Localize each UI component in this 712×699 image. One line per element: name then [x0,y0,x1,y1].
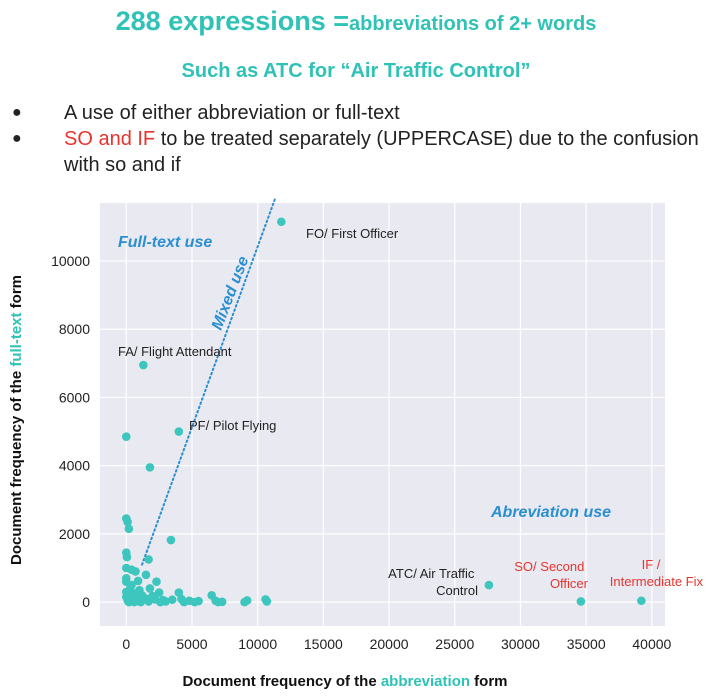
data-point [131,567,140,576]
annotation-if-line2: Intermediate Fix [610,574,704,589]
title-rest: abbreviations of 2+ words [349,13,597,35]
x-tick-label: 10000 [238,636,277,652]
x-tick-label: 40000 [632,636,671,652]
bullet-dot-icon: ● [12,130,22,147]
data-point [174,588,184,597]
data-point [141,570,151,580]
x-tick-label: 0 [122,636,130,652]
annotation-if-line1: IF / [642,557,661,572]
annotation-so-line2: Officer [550,576,589,591]
x-tick-label: 15000 [304,636,343,652]
x-axis-label: Document frequency of the abbreviation f… [182,673,507,690]
data-point [144,555,153,564]
annotation-fo: FO/ First Officer [306,226,399,241]
bullet-highlight: SO and IF [64,128,156,150]
data-points [121,217,646,607]
data-point [133,576,143,586]
data-point [167,595,177,605]
x-axis-label-highlight: abbreviation [381,673,470,690]
data-point [145,584,155,593]
data-point [152,577,161,586]
bullet-dot-icon: ● [12,104,22,121]
data-point [154,588,164,597]
annotation-atc-line2: Control [436,583,478,598]
data-point [166,535,176,545]
y-axis-label: Document frequency of the full-text form [8,275,25,565]
annotation-so: SO/ Second Officer [514,559,588,591]
x-tick-label: 25000 [435,636,474,652]
bullet-item: ● A use of either abbreviation or full-t… [12,100,702,126]
x-tick-label: 5000 [176,636,207,652]
data-point [576,597,586,606]
point-annotations: FO/ First Officer FA/ Flight Attendant P… [118,226,703,598]
annotation-so-line1: SO/ Second [514,559,584,574]
annotation-pf: PF/ Pilot Flying [189,418,276,433]
x-tick-label: 30000 [501,636,540,652]
data-point [179,597,189,607]
y-axis-label-highlight: full-text [8,312,25,366]
data-point [124,524,134,534]
title-main: 288 expressions = [115,6,350,36]
annotation-atc-line1: ATC/ Air Traffic [388,566,475,581]
y-axis-label-part2: form [8,275,25,313]
x-tick-label: 20000 [370,636,409,652]
data-point [277,217,286,227]
region-label-full-text: Full-text use [118,234,212,251]
page-subtitle: Such as ATC for “Air Traffic Control” [181,60,531,82]
data-point [129,597,139,607]
data-point [145,463,155,472]
annotation-atc: ATC/ Air Traffic Control [388,566,478,598]
data-point [637,596,646,606]
data-point [136,597,146,607]
data-point [174,427,184,436]
tick-labels: 0 5000 10000 15000 20000 25000 30000 35000 40000… [51,253,671,652]
data-point [139,360,148,370]
x-axis-label-part2: form [470,673,508,690]
data-point [156,597,165,607]
bullet-text: A use of either abbreviation or full-tex… [64,102,400,124]
annotation-fa: FA/ Flight Attendant [118,344,232,359]
bullet-text: to be treated separately (UPPERCASE) due… [64,128,699,176]
bullet-list: ● A use of either abbreviation or full-t… [12,100,702,178]
data-point [190,597,199,607]
data-point [262,597,272,606]
y-tick-label: 0 [82,594,90,610]
data-point [217,597,227,607]
data-point [122,552,132,562]
page-title: 288 expressions =abbreviations of 2+ wor… [0,6,712,37]
y-tick-label: 4000 [59,458,90,474]
y-tick-label: 6000 [59,389,90,405]
plot-area [100,203,665,626]
y-tick-label: 8000 [59,321,90,337]
region-label-abbreviation: Abreviation use [490,504,611,521]
data-point [484,580,494,590]
bullet-item: ● SO and IF to be treated separately (UP… [12,126,702,178]
data-point [242,596,252,605]
y-axis-label-part1: Document frequency of the [8,367,25,565]
x-tick-label: 35000 [567,636,606,652]
data-point [123,517,132,527]
data-point [121,432,131,441]
mixed-use-diagonal [141,198,276,566]
annotation-if: IF / Intermediate Fix [610,557,704,589]
y-tick-label: 10000 [51,253,90,269]
data-point [144,597,153,606]
x-axis-label-part1: Document frequency of the [182,673,380,690]
y-tick-label: 2000 [59,526,90,542]
